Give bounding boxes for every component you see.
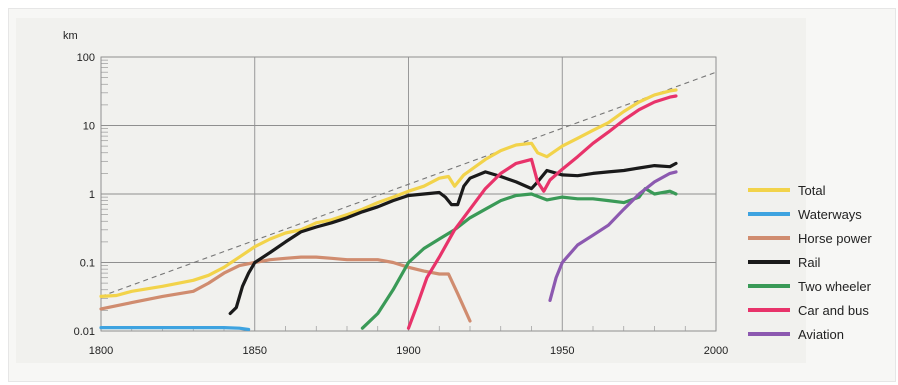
legend-swatch (748, 236, 790, 240)
y-tick-label: 1 (89, 189, 95, 201)
legend-label: Rail (798, 254, 821, 270)
legend-label: Car and bus (798, 302, 869, 318)
x-tick-label: 1950 (550, 345, 574, 357)
trend-line (100, 71, 717, 297)
legend-item: Two wheeler (748, 274, 898, 298)
legend-label: Waterways (798, 206, 862, 222)
legend-label: Total (798, 182, 826, 198)
legend-swatch (748, 308, 790, 312)
x-tick-label: 1900 (396, 345, 420, 357)
legend-swatch (748, 332, 790, 336)
legend-item: Horse power (748, 226, 898, 250)
legend-label: Horse power (798, 230, 872, 246)
x-tick-label: 2000 (704, 345, 728, 357)
legend-label: Two wheeler (798, 278, 871, 294)
legend-item: Aviation (748, 322, 898, 346)
y-tick-label: 0.1 (80, 258, 95, 270)
series-line-aviation (548, 170, 678, 302)
legend-swatch (748, 188, 790, 192)
series-line-two-wheeler (360, 187, 678, 330)
series-line-total (99, 88, 678, 298)
series-line-waterways (99, 326, 251, 332)
legend-item: Car and bus (748, 298, 898, 322)
y-tick-label: 100 (77, 52, 95, 64)
series-line-car-and-bus (406, 94, 678, 330)
y-tick-label: 10 (83, 121, 95, 133)
chart-legend: Total Waterways Horse power Rail Two wheeler… (748, 178, 898, 346)
legend-label: Aviation (798, 326, 845, 342)
x-tick-label: 1850 (243, 345, 267, 357)
legend-item: Total (748, 178, 898, 202)
x-tick-label: 1800 (89, 345, 113, 357)
series-line-rail (228, 161, 678, 316)
y-axis-label: km (63, 30, 78, 42)
y-tick-label: 0.01 (74, 326, 95, 338)
legend-swatch (748, 212, 790, 216)
legend-item: Waterways (748, 202, 898, 226)
legend-swatch (748, 260, 790, 264)
legend-item: Rail (748, 250, 898, 274)
legend-swatch (748, 284, 790, 288)
